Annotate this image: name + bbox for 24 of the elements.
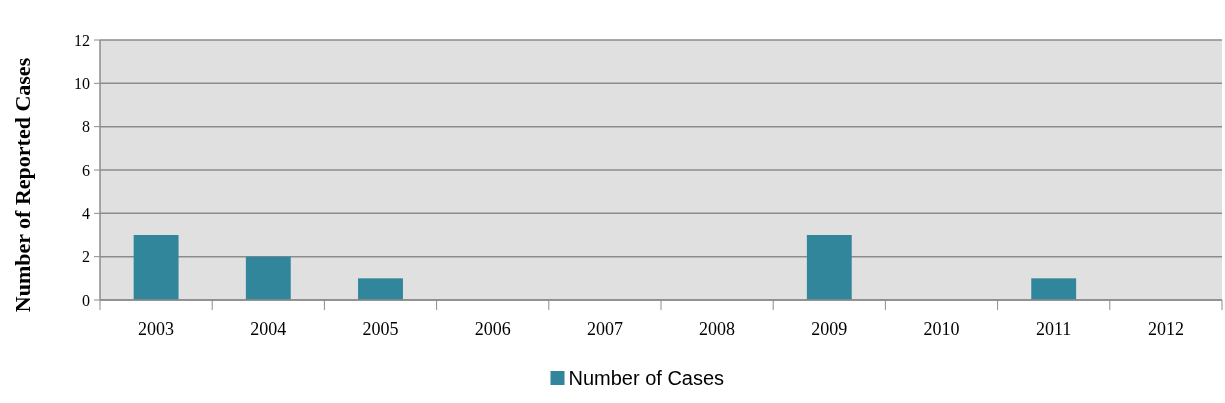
bar: [806, 235, 852, 300]
y-tick-label: 2: [82, 248, 90, 266]
x-tick-label: 2005: [362, 319, 399, 339]
y-tick-label: 4: [82, 204, 90, 222]
y-tick-label: 12: [74, 31, 90, 49]
y-tick-label: 8: [82, 118, 90, 136]
x-tick-label: 2009: [811, 319, 848, 339]
bar: [133, 235, 179, 300]
x-tick-label: 2008: [699, 319, 736, 339]
bar: [358, 278, 403, 300]
x-tick-label: 2007: [586, 319, 623, 339]
x-tick-label: 2004: [250, 319, 287, 339]
bar: [245, 256, 291, 300]
y-tick-label: 0: [82, 291, 90, 309]
y-axis-title: Number of Reported Cases: [10, 57, 35, 313]
x-tick-label: 2006: [474, 319, 511, 339]
bar: [1031, 278, 1077, 300]
x-tick-label: 2012: [1147, 319, 1184, 339]
y-tick-label: 6: [82, 161, 90, 179]
y-tick-label: 10: [74, 74, 90, 92]
legend-label: Number of Cases: [568, 367, 725, 389]
x-tick-label: 2011: [1036, 319, 1072, 339]
x-tick-label: 2003: [138, 319, 175, 339]
x-tick-label: 2010: [923, 319, 960, 339]
